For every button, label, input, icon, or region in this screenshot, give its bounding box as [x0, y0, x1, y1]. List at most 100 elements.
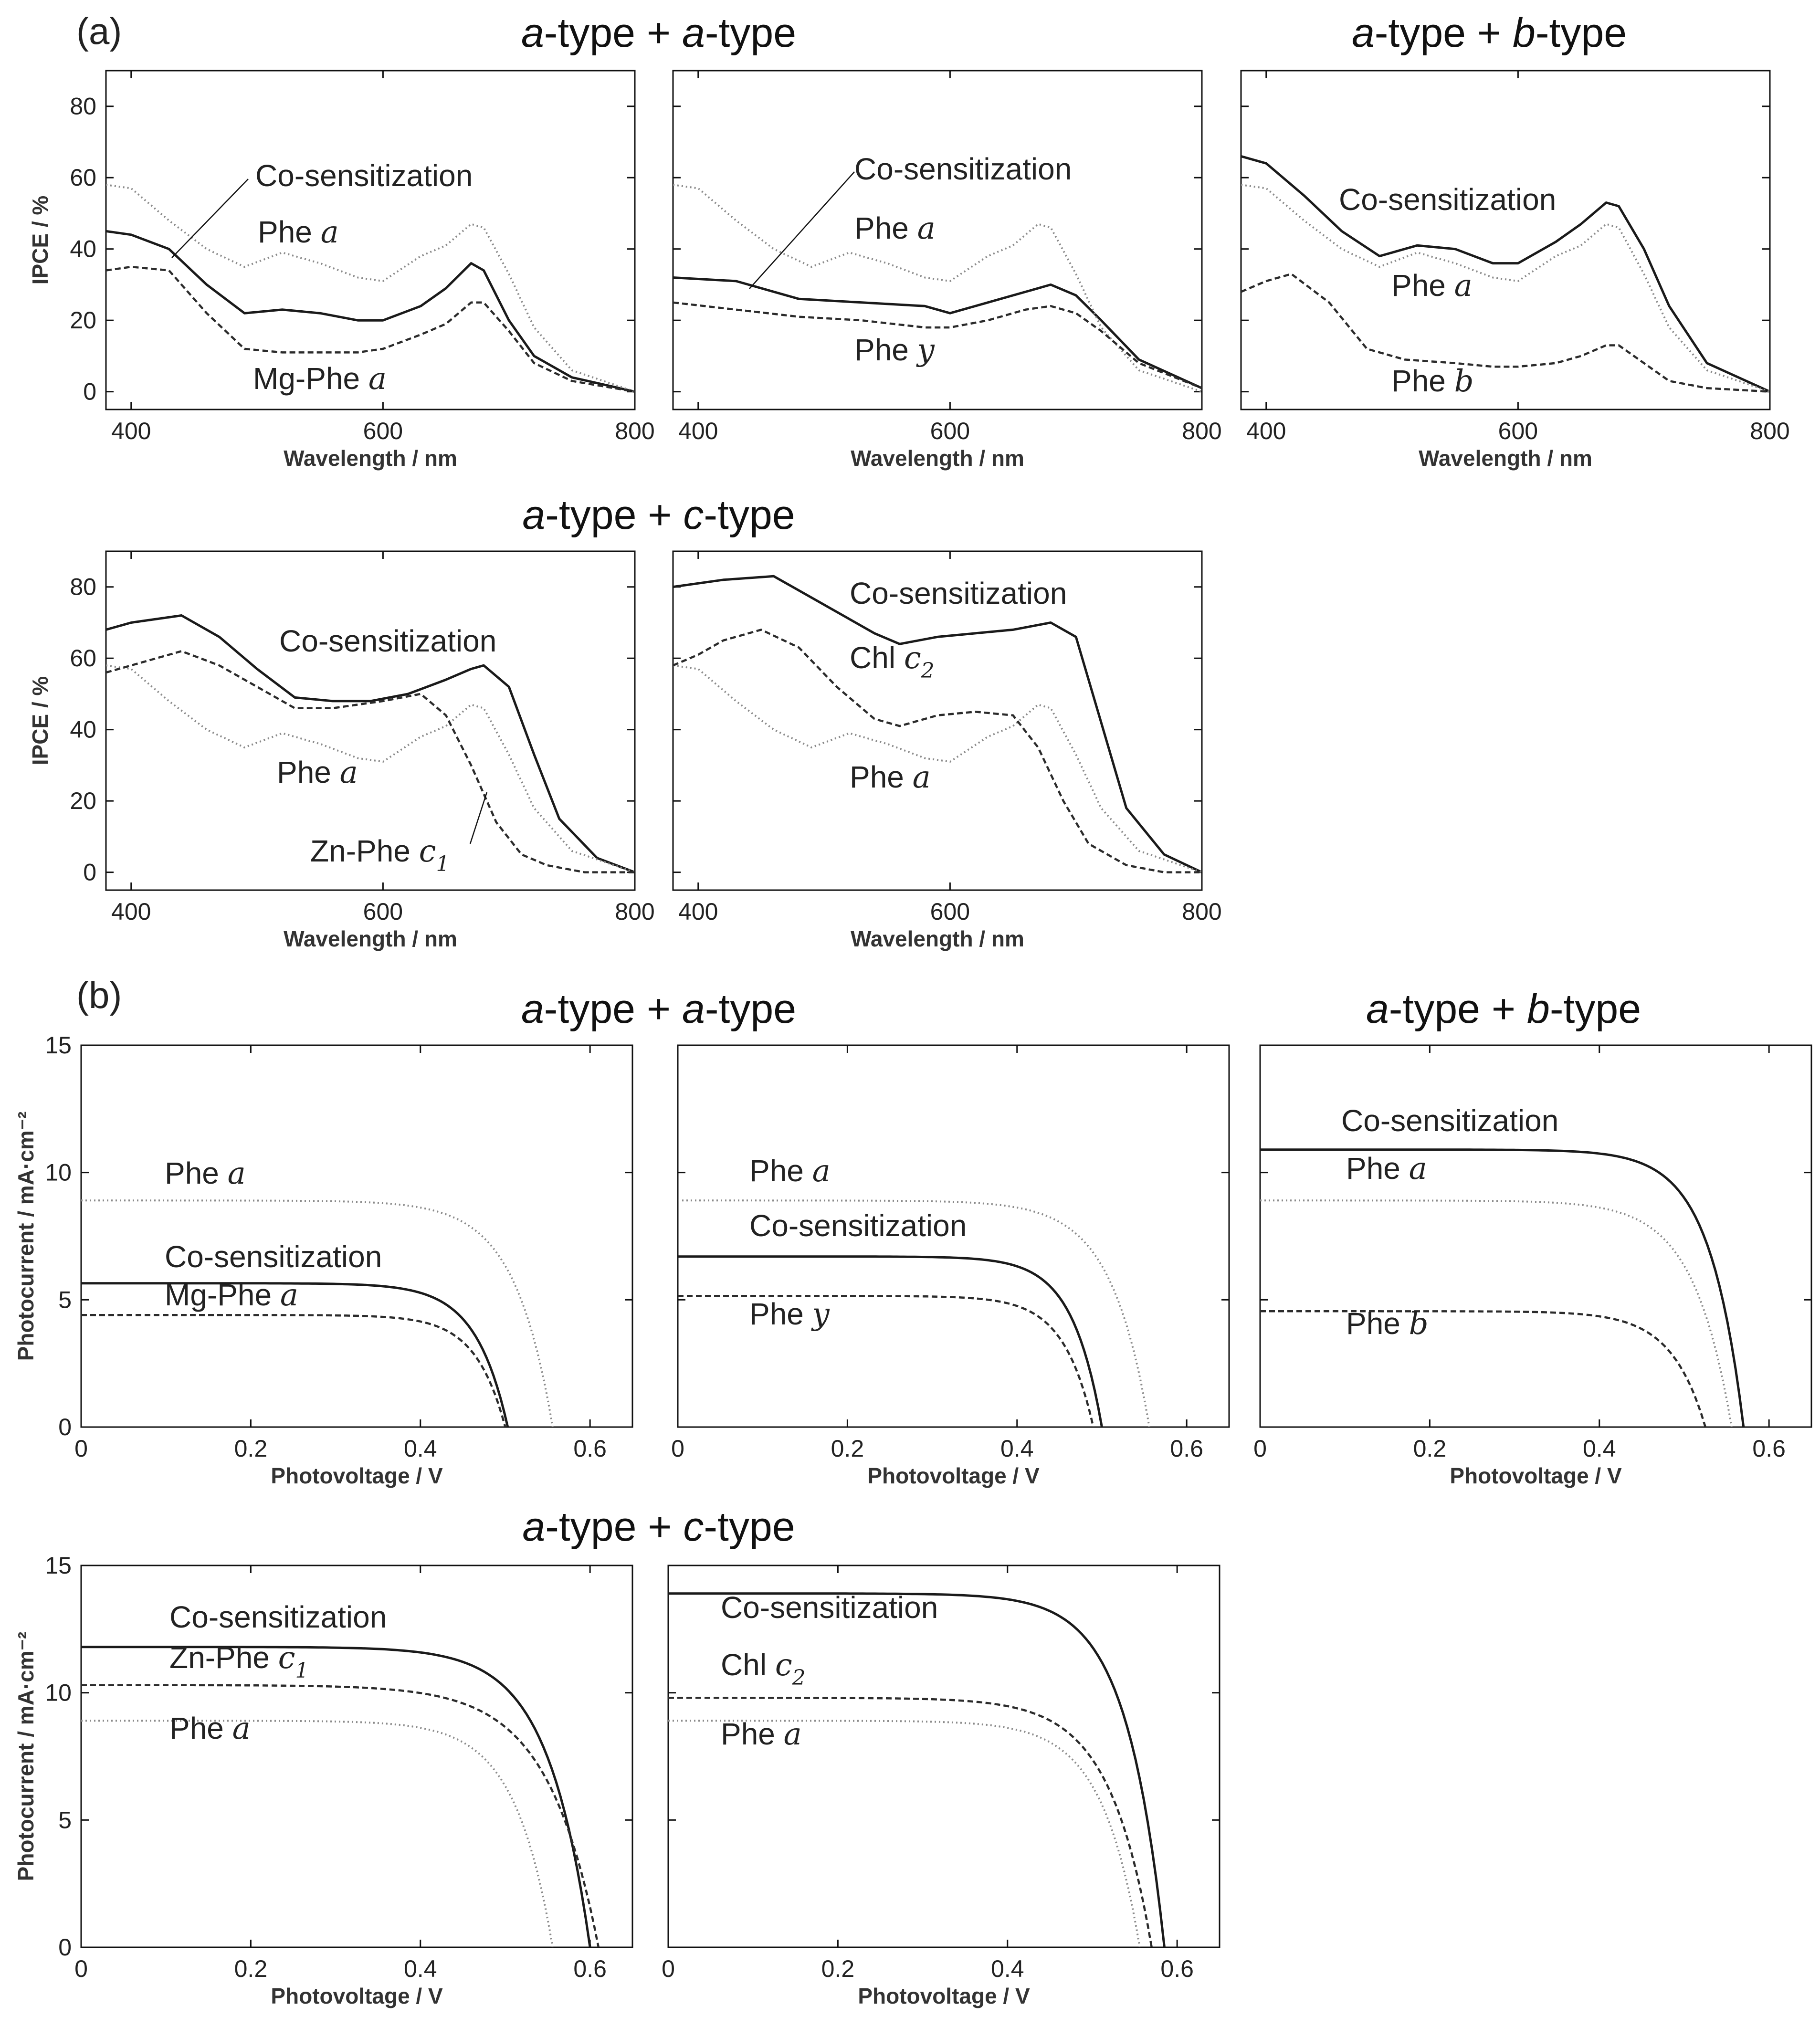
chart-a3: 400 600 800 Wavelength / nm Co-sensitization… — [1240, 70, 1790, 471]
curve-label-subscript: 1 — [436, 852, 450, 876]
curve-label-italic: a — [913, 760, 931, 795]
series-zn-phe-c1 — [106, 650, 635, 873]
x-tick-label: 800 — [1182, 418, 1221, 444]
series-co-sensitization — [81, 1282, 509, 1427]
curve-label: Co-sensitization — [165, 1239, 382, 1274]
series-phe-a — [678, 1199, 1150, 1427]
curve-label-text: Co-sensitization — [1339, 182, 1556, 217]
plot-frame — [80, 1044, 633, 1428]
curve-label-italic: c — [278, 1640, 295, 1676]
x-axis-label: Wavelength / nm — [284, 446, 457, 471]
x-axis-label: Photovoltage / V — [271, 1463, 443, 1488]
y-tick-label: 0 — [58, 1414, 72, 1440]
curve-label-text: Phe — [850, 760, 913, 794]
curve-label-italic: a — [812, 1154, 831, 1189]
y-tick-label: 0 — [83, 378, 96, 405]
curve-label: Mg-Phe a — [253, 361, 387, 397]
x-axis-label: Wavelength / nm — [284, 926, 457, 951]
curve-label-text: Phe — [277, 755, 340, 789]
curve-label-text: Co-sensitization — [854, 152, 1072, 186]
curve-label: Phe y — [854, 333, 935, 368]
curve-label-subscript: 1 — [295, 1659, 309, 1683]
series-co-sensitization — [668, 1592, 1166, 1947]
curve-label-text: Co-sensitization — [169, 1600, 387, 1634]
curve-label-italic: y — [811, 1297, 830, 1332]
x-axis-label: Photovoltage / V — [271, 1984, 443, 2008]
series-mg-phe-a — [106, 265, 635, 393]
series-phe-b — [1260, 1310, 1707, 1427]
x-axis-label: Wavelength / nm — [851, 446, 1024, 471]
curve-label-text: Zn-Phe — [169, 1640, 278, 1675]
x-tick-label: 400 — [111, 898, 151, 925]
curve-label-italic: a — [1454, 268, 1473, 304]
curve-label: Phe b — [1346, 1306, 1429, 1342]
series-phe-y — [673, 301, 1202, 389]
chart-b3: 0 0.2 0.4 0.6 Photovoltage / V Co-sensitizati… — [1253, 1044, 1812, 1488]
chart-b2: 0 0.2 0.4 0.6 Photovoltage / V Phe a Co-sensit… — [671, 1044, 1230, 1488]
curve-label: Phe a — [749, 1154, 831, 1189]
x-tick-label: 0.2 — [234, 1435, 268, 1462]
x-tick-label: 600 — [930, 418, 970, 444]
curve-label: Co-sensitization — [1341, 1103, 1558, 1138]
plot-frame — [667, 1565, 1220, 1948]
y-tick-label: 20 — [70, 307, 96, 334]
curve-label-text: Phe — [165, 1156, 228, 1190]
series-phe-b — [1241, 273, 1770, 393]
x-axis-label: Photovoltage / V — [858, 1984, 1030, 2008]
series-phe-a — [1260, 1199, 1733, 1427]
x-tick-label: 400 — [678, 418, 718, 444]
curve-label-italic: a — [1409, 1151, 1427, 1187]
x-tick-label: 400 — [678, 898, 718, 925]
curve-label-text: Co-sensitization — [165, 1239, 382, 1274]
panel-a-label: (a) — [76, 10, 122, 52]
y-axis-label: Photocurrent / mA·cm⁻² — [13, 1632, 38, 1881]
curve-label-italic: b — [1409, 1306, 1429, 1342]
curve-label-text: Co-sensitization — [721, 1590, 938, 1625]
curve-label: Chl c2 — [721, 1648, 806, 1690]
y-tick-label: 5 — [58, 1286, 72, 1313]
curve-label-text: Phe — [721, 1717, 784, 1751]
x-tick-label: 800 — [615, 418, 654, 444]
y-tick-label: 15 — [45, 1032, 72, 1059]
curve-label-text: Co-sensitization — [279, 624, 496, 658]
title-a-row1-atype-btype: a-type + b-type — [1351, 10, 1627, 56]
curve-label-text: Co-sensitization — [255, 158, 473, 193]
curve-label-text: Phe — [1346, 1306, 1409, 1341]
plot-frame — [672, 550, 1203, 891]
x-tick-label: 0.4 — [1000, 1435, 1034, 1462]
leader-line — [749, 171, 855, 289]
y-tick-label: 20 — [70, 788, 96, 814]
chart-a2: 400 600 800 Wavelength / nm Co-sensitization… — [672, 70, 1222, 471]
curve-label-italic: y — [916, 333, 935, 368]
x-tick-label: 0.2 — [831, 1435, 864, 1462]
y-tick-label: 15 — [45, 1552, 72, 1579]
title-b-row1-atype-atype: a-type + a-type — [521, 986, 797, 1032]
x-tick-label: 0.4 — [404, 1955, 437, 1982]
chart-a5: 400 600 800 Wavelength / nm Co-sensitization… — [672, 550, 1222, 951]
curve-label: Phe a — [169, 1711, 251, 1746]
plot-frame — [80, 1565, 633, 1948]
curve-label-italic: c — [904, 641, 921, 676]
series-phe-a — [106, 184, 635, 393]
curve-label-text: Phe — [749, 1154, 812, 1188]
curve-label-text: Phe — [258, 215, 321, 249]
curve-label-text: Co-sensitization — [1341, 1103, 1558, 1138]
curve-label-italic: a — [232, 1711, 251, 1746]
x-axis-label: Photovoltage / V — [867, 1463, 1040, 1488]
series-phe-a — [668, 1720, 1141, 1947]
curve-label: Co-sensitization — [255, 158, 473, 193]
chart-a1: 400 600 800 0 20 40 60 80 Wavelength / nm IPCE / … — [28, 70, 655, 471]
curve-label: Co-sensitization — [850, 576, 1067, 610]
curve-label: Zn-Phe c1 — [310, 834, 450, 876]
curve-label-italic: a — [784, 1717, 802, 1752]
curve-label: Co-sensitization — [279, 624, 496, 658]
curve-label: Chl c2 — [850, 641, 935, 683]
x-tick-label: 0.2 — [821, 1955, 855, 1982]
x-tick-label: 600 — [363, 898, 403, 925]
curve-label: Phe b — [1391, 364, 1474, 399]
plot-frame — [1259, 1044, 1812, 1428]
y-axis-label: IPCE / % — [28, 196, 53, 285]
series-phe-a — [81, 1720, 554, 1947]
series-phe-a — [673, 664, 1202, 873]
